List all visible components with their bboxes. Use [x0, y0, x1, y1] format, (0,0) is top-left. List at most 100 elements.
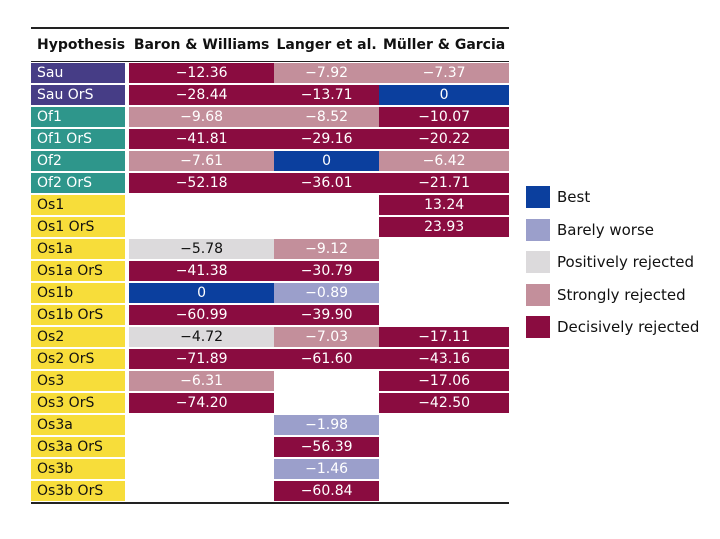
hypothesis-cell: Of2 OrS: [31, 172, 126, 194]
hypothesis-label: Sau: [31, 62, 126, 84]
hypothesis-label: Os3b: [31, 458, 126, 480]
table-row: Of2 OrS −52.18 −36.01 −21.71: [31, 172, 510, 194]
hypothesis-label: Os3a OrS: [31, 436, 126, 458]
hypothesis-label: Os1: [31, 194, 126, 216]
table-row: Os1b 0 −0.89: [31, 282, 509, 304]
value-best: 0: [129, 282, 275, 304]
value-decisive: −56.39: [274, 436, 380, 458]
hypothesis-label: Os3 OrS: [31, 392, 126, 414]
hypothesis-cell: Os3a: [31, 414, 126, 436]
hypothesis-label: Os3: [31, 370, 126, 392]
table-row: Os1a −5.78 −9.12: [31, 238, 509, 260]
value-cell: −21.71: [379, 172, 510, 194]
bayes-factor-table: Hypothesis Baron & Williams Langer et al…: [31, 27, 510, 504]
value-decisive: 23.93: [379, 216, 510, 238]
value-cell: 0: [379, 84, 510, 106]
value-cell: [274, 216, 379, 238]
value-cell: −39.90: [274, 304, 380, 326]
table-row: Sau OrS −28.44 −13.71 0: [31, 84, 510, 106]
value-barely: −0.89: [274, 282, 380, 304]
table-body: Sau −12.36 −7.92 −7.37 Sau OrS −28.44 −13.71 0 O…: [31, 61, 510, 504]
value-cell: −13.71: [274, 84, 380, 106]
value-decisive: −74.20: [129, 392, 275, 414]
value-strong: −9.12: [274, 238, 380, 260]
legend-swatch: [526, 218, 550, 241]
value-cell: −7.61: [129, 150, 275, 172]
value-cell: −20.22: [379, 128, 510, 150]
value-cell: [129, 216, 274, 238]
value-cell: −9.12: [274, 238, 380, 260]
value-best: 0: [379, 84, 510, 106]
hypothesis-cell: Os3a OrS: [31, 436, 126, 458]
value-cell: −41.81: [129, 128, 275, 150]
hypothesis-cell: Os3 OrS: [31, 392, 126, 414]
value-decisive: −12.36: [129, 62, 275, 84]
value-cell: −10.07: [379, 106, 510, 128]
value-strong: −7.61: [129, 150, 275, 172]
value-cell: 13.24: [379, 194, 510, 216]
value-decisive: −30.79: [274, 260, 380, 282]
hypothesis-cell: Os2 OrS: [31, 348, 126, 370]
hypothesis-label: Of1 OrS: [31, 128, 126, 150]
hypothesis-label: Os1a OrS: [31, 260, 126, 282]
header-baron-williams: Baron & Williams: [129, 27, 275, 61]
value-cell: −0.89: [274, 282, 380, 304]
value-decisive: −39.90: [274, 304, 380, 326]
value-cell: −56.39: [274, 436, 380, 458]
hypothesis-label: Os1a: [31, 238, 126, 260]
value-decisive: −17.11: [379, 326, 510, 348]
header-langer: Langer et al.: [274, 27, 380, 61]
hypothesis-cell: Os3b: [31, 458, 126, 480]
value-cell: −1.46: [274, 458, 380, 480]
value-decisive: −71.89: [129, 348, 275, 370]
value-decisive: −42.50: [379, 392, 510, 414]
value-cell: −9.68: [129, 106, 275, 128]
table-row: Os3a OrS −56.39: [31, 436, 509, 458]
hypothesis-cell: Os1: [31, 194, 126, 216]
value-cell: −17.06: [379, 370, 510, 392]
table-row: Of1 −9.68 −8.52 −10.07: [31, 106, 510, 128]
value-cell: [379, 458, 509, 480]
table-row: Os3 OrS −74.20 −42.50: [31, 392, 510, 414]
value-decisive: −28.44: [129, 84, 275, 106]
table-row: Os1 OrS 23.93: [31, 216, 510, 238]
value-cell: −60.84: [274, 480, 380, 504]
hypothesis-cell: Sau OrS: [31, 84, 126, 106]
value-decisive: −29.16: [274, 128, 380, 150]
hypothesis-label: Os1b OrS: [31, 304, 126, 326]
value-decisive: −41.81: [129, 128, 275, 150]
table-row: Of2 −7.61 0 −6.42: [31, 150, 510, 172]
legend-label: Barely worse: [557, 220, 655, 239]
value-cell: −17.11: [379, 326, 510, 348]
table-row: Os2 −4.72 −7.03 −17.11: [31, 326, 510, 348]
value-cell: −52.18: [129, 172, 275, 194]
value-decisive: −13.71: [274, 84, 380, 106]
hypothesis-label: Os3b OrS: [31, 480, 126, 502]
header-gap: [125, 27, 130, 61]
value-cell: −74.20: [129, 392, 275, 414]
value-cell: −60.99: [129, 304, 275, 326]
value-cell: 0: [129, 282, 275, 304]
value-cell: −71.89: [129, 348, 275, 370]
table-row: Os3b OrS −60.84: [31, 480, 510, 504]
value-cell: [379, 282, 509, 304]
value-cell: −7.37: [379, 61, 510, 84]
value-cell: [274, 194, 379, 216]
value-cell: −1.98: [274, 414, 380, 436]
value-cell: −61.60: [274, 348, 380, 370]
value-cell: [379, 480, 510, 504]
value-cell: −6.31: [129, 370, 275, 392]
value-cell: −41.38: [129, 260, 275, 282]
value-decisive: −20.22: [379, 128, 510, 150]
value-positive: −4.72: [129, 326, 275, 348]
value-decisive: 13.24: [379, 194, 510, 216]
value-cell: [379, 304, 509, 326]
table-row: Os1a OrS −41.38 −30.79: [31, 260, 509, 282]
value-barely: −1.46: [274, 458, 380, 480]
hypothesis-cell: Os3: [31, 370, 126, 392]
value-cell: [379, 260, 509, 282]
table-row: Os3a −1.98: [31, 414, 509, 436]
hypothesis-cell: Os1a OrS: [31, 260, 126, 282]
value-best: 0: [274, 150, 380, 172]
hypothesis-cell: Os2: [31, 326, 126, 348]
